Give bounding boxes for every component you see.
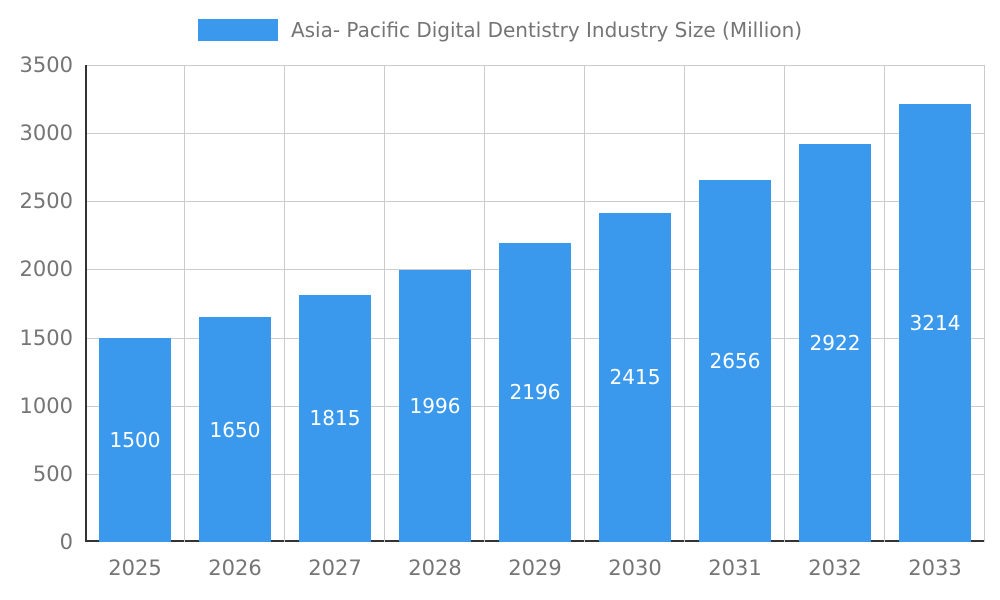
x-axis-tick-label: 2028	[408, 556, 462, 580]
bar-value-label: 2656	[709, 349, 761, 373]
y-axis-line	[85, 65, 87, 542]
plot-area: 1500 1650 1815 1996 2196 2415 2656 2922 3214	[85, 65, 985, 542]
y-axis-labels: 0 500 1000 1500 2000 2500 3000 3500	[0, 53, 73, 554]
gridline-vertical	[384, 65, 385, 542]
x-axis-tick-label: 2026	[208, 556, 262, 580]
gridline-vertical	[784, 65, 785, 542]
gridline-horizontal	[85, 65, 985, 66]
bar-value-label: 2922	[809, 330, 861, 355]
y-axis-tick-label: 2000	[19, 257, 73, 282]
y-axis-tick-label: 2500	[19, 189, 73, 214]
gridline-vertical	[484, 65, 485, 542]
bar	[799, 143, 871, 542]
y-axis-tick-label: 500	[32, 461, 73, 486]
bar	[599, 212, 671, 542]
legend-swatch	[197, 19, 278, 41]
bar	[699, 180, 771, 542]
chart-title: Asia- Pacific Digital Dentistry Industry…	[290, 18, 803, 42]
bar	[299, 294, 371, 542]
bar	[499, 242, 571, 542]
bar-value-label: 3214	[909, 310, 961, 335]
x-axis-tick-label: 2031	[708, 556, 762, 580]
x-axis-tick-label: 2033	[908, 556, 962, 580]
gridline-vertical	[584, 65, 585, 542]
y-axis-tick-label: 0	[59, 530, 73, 554]
gridline-vertical	[984, 65, 985, 542]
bar-value-label: 1650	[209, 417, 261, 442]
gridline-vertical	[884, 65, 885, 542]
bar	[399, 270, 471, 542]
x-axis-tick-label: 2030	[608, 556, 662, 580]
gridline-vertical	[284, 65, 285, 542]
bar-value-label: 2196	[509, 380, 561, 405]
bar	[199, 317, 271, 542]
chart-legend: Asia- Pacific Digital Dentistry Industry…	[0, 18, 1000, 42]
gridline-horizontal	[85, 201, 985, 203]
gridline-horizontal	[85, 133, 985, 135]
x-axis-tick-label: 2027	[308, 556, 362, 580]
bar	[99, 337, 171, 542]
x-axis-tick-label: 2025	[108, 556, 162, 580]
x-axis-tick-label: 2032	[808, 556, 862, 580]
bar-value-label: 1996	[409, 393, 461, 418]
x-axis-labels: 2025 2026 2027 2028 2029 2030 2031 2032 2033	[0, 542, 1000, 592]
bar-value-label: 2415	[609, 365, 661, 390]
gridline-vertical	[684, 65, 685, 542]
y-axis-tick-label: 3000	[19, 121, 73, 146]
x-axis-tick-label: 2029	[508, 556, 562, 580]
bar-value-label: 1815	[309, 406, 361, 431]
y-axis-tick-label: 1500	[19, 325, 73, 350]
bar-value-label: 1500	[109, 427, 161, 452]
gridline-vertical	[184, 65, 185, 542]
y-axis-tick-label: 1000	[19, 393, 73, 418]
bar	[899, 104, 971, 542]
y-axis-tick-label: 3500	[19, 53, 73, 77]
